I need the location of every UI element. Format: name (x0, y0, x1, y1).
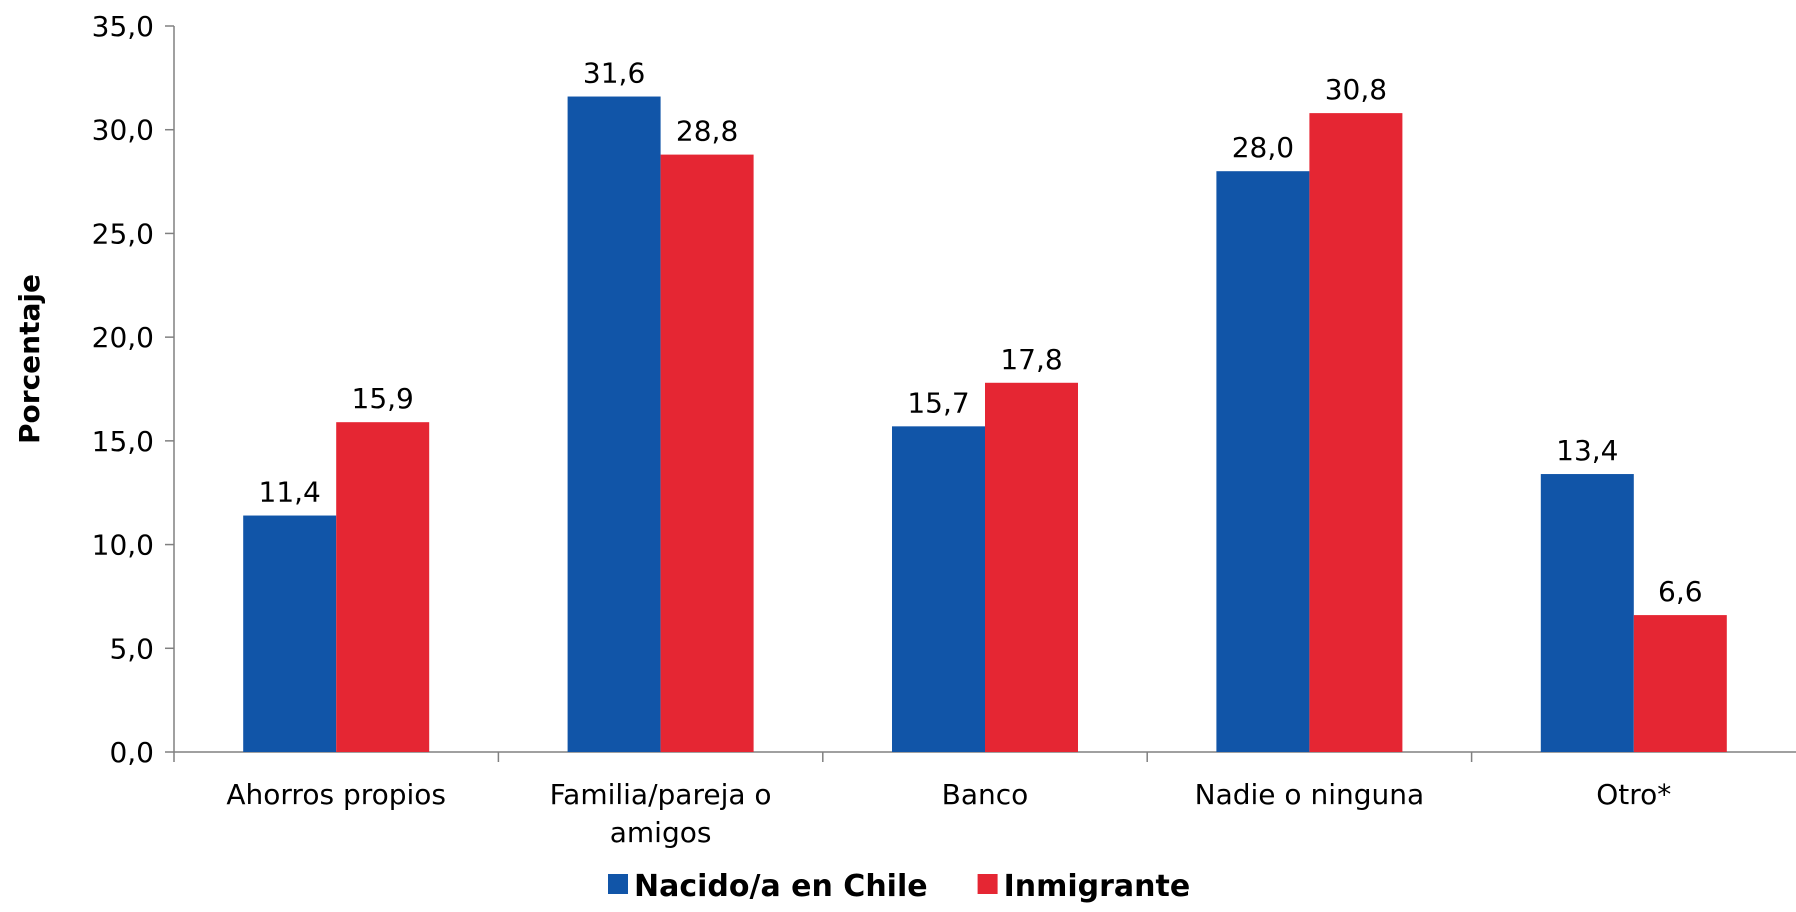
y-tick-label: 0,0 (109, 736, 154, 769)
data-label: 11,4 (259, 476, 321, 509)
data-label: 15,9 (352, 382, 414, 415)
bar (985, 382, 1078, 752)
x-tick-label: Familia/pareja o amigos (550, 778, 772, 849)
data-label: 31,6 (583, 57, 645, 90)
y-axis-title: Porcentaje (13, 274, 46, 444)
data-label: 6,6 (1658, 575, 1703, 608)
legend-label: Nacido/a en Chile (634, 869, 928, 904)
y-tick-label: 30,0 (92, 114, 154, 147)
legend-swatch (977, 874, 998, 894)
bar (567, 96, 661, 753)
x-tick-label: Otro* (1596, 778, 1671, 811)
bar (660, 154, 754, 752)
y-tick-label: 5,0 (109, 632, 154, 665)
data-label: 17,8 (1000, 343, 1062, 376)
data-label: 13,4 (1556, 434, 1618, 467)
data-label: 28,0 (1232, 131, 1294, 164)
bar (1216, 171, 1310, 752)
data-label: 30,8 (1325, 73, 1387, 106)
bar (243, 515, 337, 752)
x-tick-label: Ahorros propios (226, 778, 446, 811)
legend-swatch (608, 874, 628, 894)
y-axis: 0,0 5,0 10,0 15,0 20,0 25,0 30,0 35,0 (92, 10, 175, 769)
legend-label: Inmigrante (1004, 869, 1191, 904)
x-axis: Ahorros propios Familia/pareja o amigos Ban… (173, 751, 1796, 849)
x-tick-label: Nadie o ninguna (1195, 778, 1425, 811)
data-labels: 11,4 31,6 15,7 28,0 13,4 15,9 28,8 17,8 30,8 6,6 (259, 57, 1703, 609)
y-tick-label: 35,0 (92, 10, 154, 43)
bar (1633, 615, 1727, 752)
y-tick-label: 15,0 (92, 425, 154, 458)
y-tick-label: 25,0 (92, 217, 154, 250)
data-label: 28,8 (676, 115, 738, 148)
legend: Nacido/a en Chile Inmigrante (608, 869, 1190, 904)
bar (1540, 474, 1634, 752)
data-label: 15,7 (907, 386, 969, 419)
bar (892, 426, 985, 752)
y-tick-label: 20,0 (92, 321, 154, 354)
bars (243, 96, 1727, 753)
y-tick-label: 10,0 (92, 529, 154, 562)
bar (336, 422, 430, 752)
bar (1309, 113, 1403, 753)
x-tick-label: Banco (942, 778, 1029, 811)
